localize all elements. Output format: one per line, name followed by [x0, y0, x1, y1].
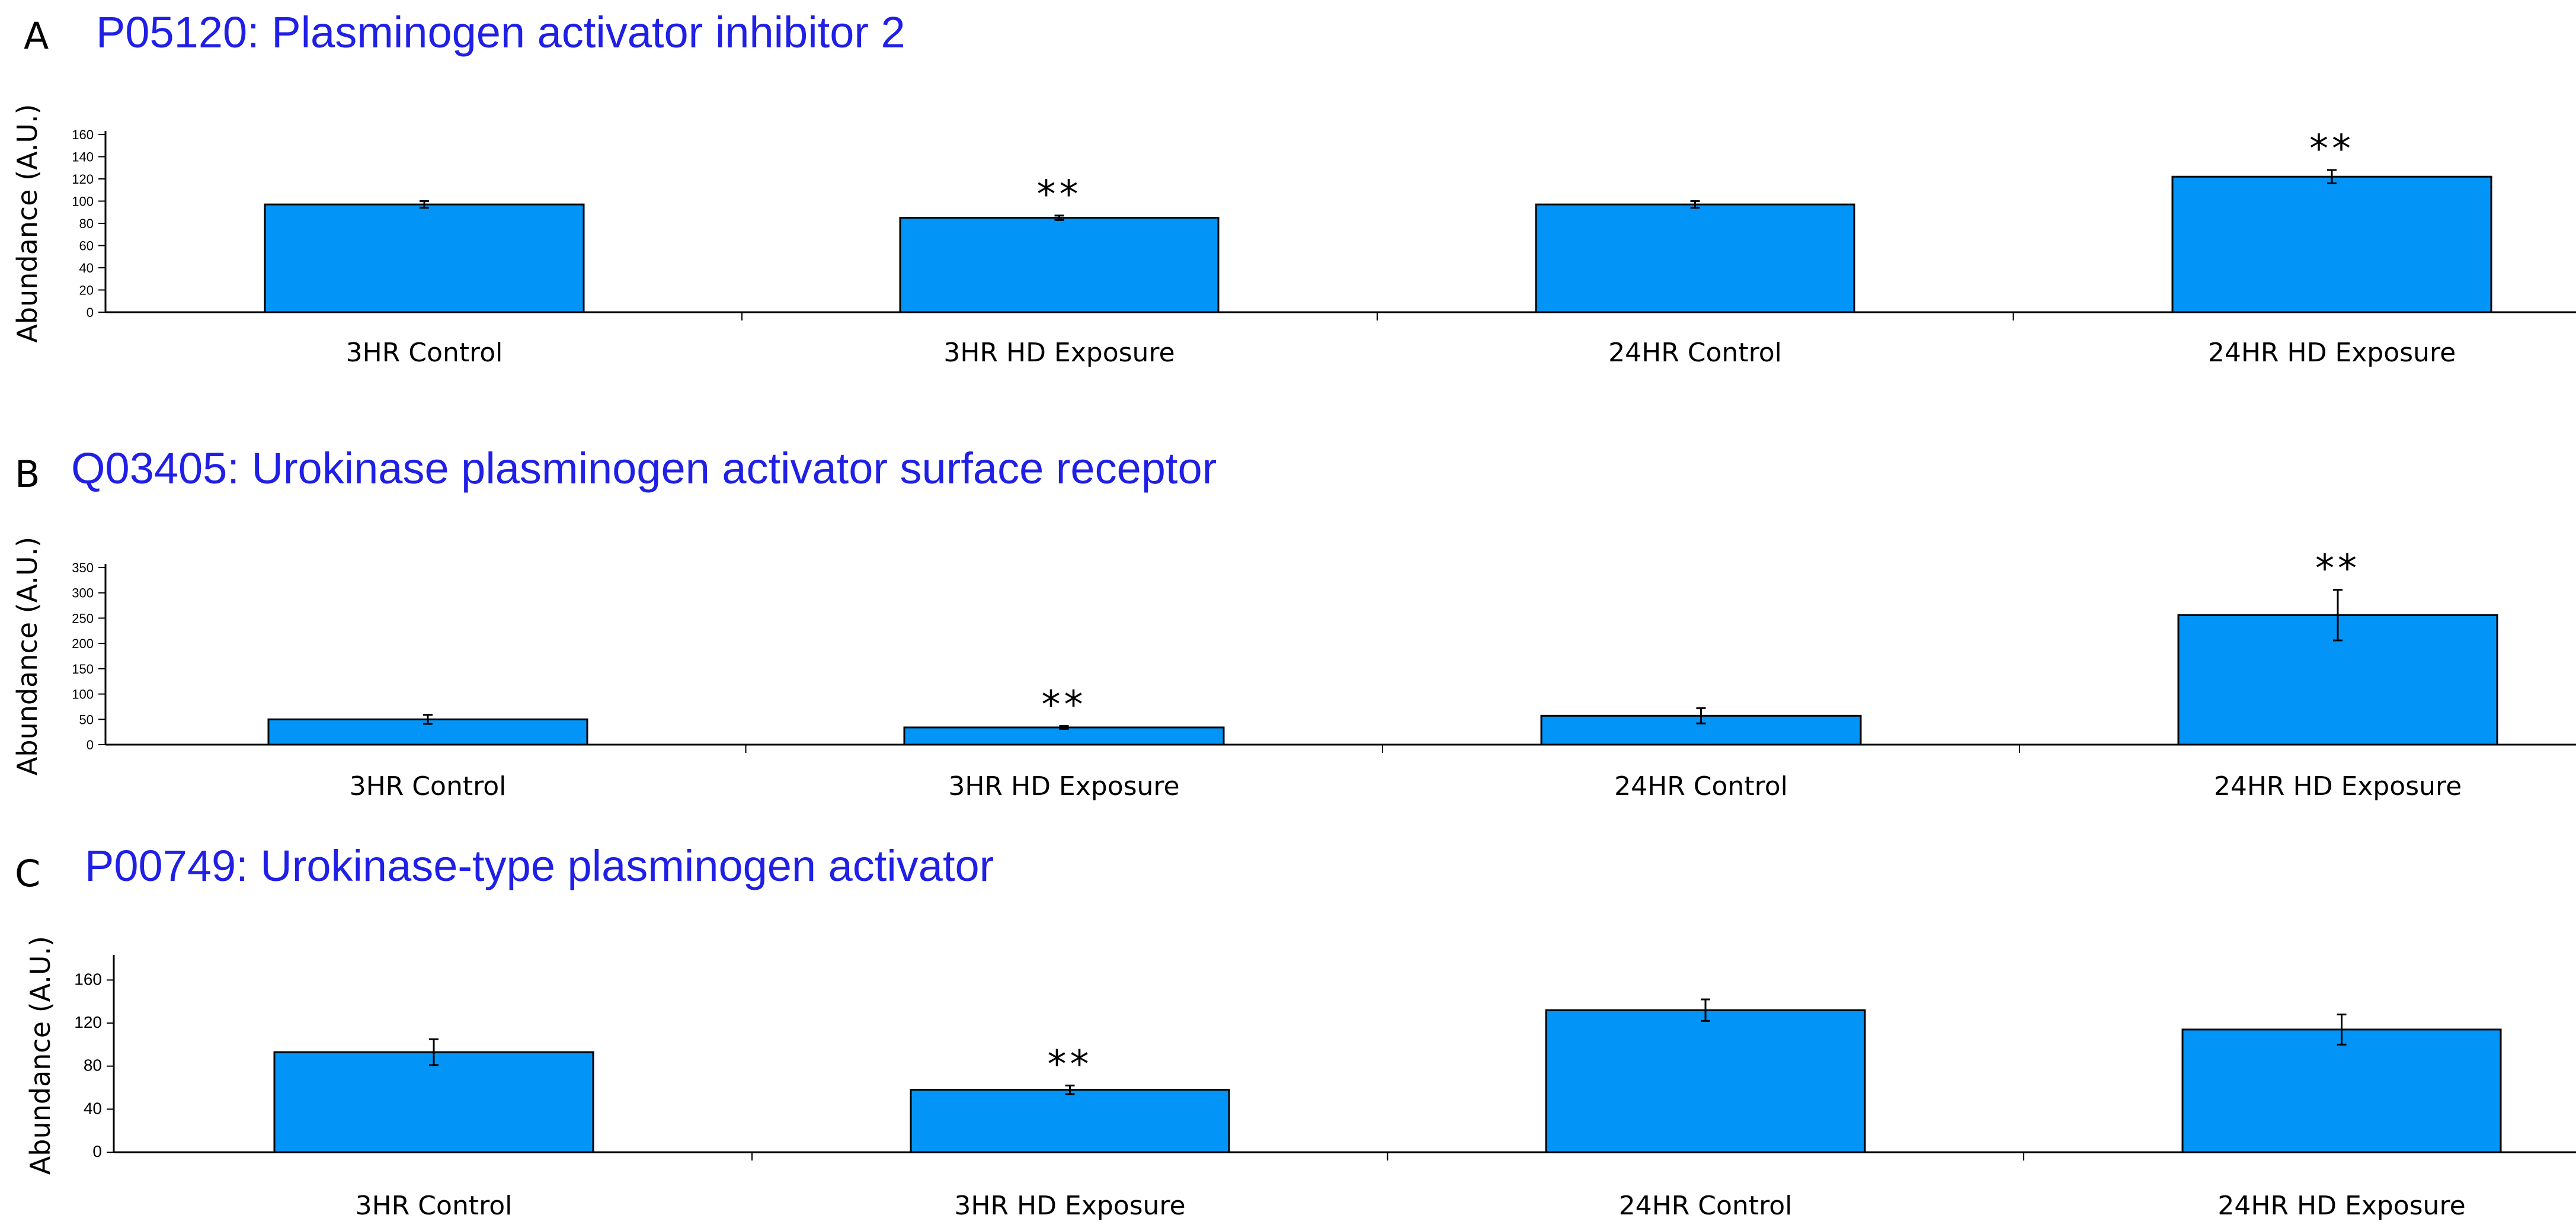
panel-letter: A: [24, 14, 49, 57]
significance-marker: **: [1042, 683, 1087, 727]
y-tick-label: 60: [79, 239, 94, 254]
panel-c: C P00749: Urokinase-type plasminogen acti…: [15, 841, 2576, 1221]
y-tick-label: 80: [79, 216, 94, 231]
y-tick-label: 300: [72, 586, 94, 601]
y-tick-label: 160: [74, 970, 102, 988]
bar: [1535, 203, 1855, 313]
y-axis-label: Abundance (A.U.): [11, 104, 43, 342]
y-tick-label: 100: [72, 687, 94, 702]
panel-title: P05120: Plasminogen activator inhibitor …: [96, 8, 905, 57]
y-tick-label: 250: [72, 611, 94, 626]
panel-b: B Q03405: Urokinase plasminogen activator…: [11, 444, 2576, 802]
x-tick-label: 24HR Control: [1614, 771, 1788, 802]
bar: [1545, 1009, 1866, 1153]
significance-marker: **: [2309, 127, 2354, 171]
y-tick-label: 100: [72, 194, 94, 209]
x-tick-label: 24HR HD Exposure: [2214, 771, 2462, 802]
bar: [273, 1051, 594, 1153]
x-tick-label: 3HR Control: [356, 1191, 513, 1221]
bar: [899, 217, 1220, 313]
bar: [264, 203, 585, 313]
y-tick-label: 120: [74, 1013, 102, 1031]
y-axis-label: Abundance (A.U.): [24, 936, 56, 1175]
bar: [2181, 1028, 2502, 1153]
x-tick-label: 24HR Control: [1619, 1191, 1793, 1221]
bar: [910, 1089, 1230, 1153]
panel-a: A P05120: Plasminogen activator inhibitor…: [11, 8, 2576, 368]
y-tick-label: 350: [72, 560, 94, 575]
x-tick-label: 24HR HD Exposure: [2217, 1191, 2465, 1221]
bar: [2171, 175, 2492, 313]
y-tick-label: 20: [79, 283, 94, 298]
panel-letter: B: [15, 453, 40, 496]
x-tick-label: 3HR Control: [350, 771, 507, 802]
y-tick-label: 200: [72, 636, 94, 651]
panel-letter: C: [15, 852, 40, 895]
panel-title: Q03405: Urokinase plasminogen activator …: [71, 444, 1217, 493]
y-tick-label: 150: [72, 662, 94, 677]
significance-marker: **: [1048, 1043, 1093, 1086]
y-tick-label: 0: [87, 738, 94, 752]
y-tick-label: 40: [84, 1099, 102, 1117]
x-tick-label: 3HR Control: [346, 338, 503, 368]
significance-marker: **: [1037, 173, 1082, 217]
panel-title: P00749: Urokinase-type plasminogen activ…: [85, 841, 994, 890]
y-tick-label: 160: [72, 127, 94, 142]
x-tick-label: 3HR HD Exposure: [943, 338, 1175, 368]
significance-marker: **: [2315, 547, 2360, 591]
y-tick-label: 50: [79, 712, 94, 727]
x-tick-label: 3HR HD Exposure: [954, 1191, 1185, 1221]
y-tick-label: 140: [72, 150, 94, 165]
x-tick-label: 24HR Control: [1608, 338, 1782, 368]
y-tick-label: 120: [72, 172, 94, 187]
y-axis-label: Abundance (A.U.): [11, 537, 43, 775]
y-tick-label: 80: [84, 1056, 102, 1075]
y-tick-label: 0: [87, 305, 94, 320]
bar: [2177, 614, 2498, 746]
y-tick-label: 0: [92, 1142, 102, 1161]
x-tick-label: 24HR HD Exposure: [2208, 338, 2456, 368]
bar: [903, 726, 1225, 746]
x-tick-label: 3HR HD Exposure: [948, 771, 1179, 802]
y-tick-label: 40: [79, 261, 94, 275]
